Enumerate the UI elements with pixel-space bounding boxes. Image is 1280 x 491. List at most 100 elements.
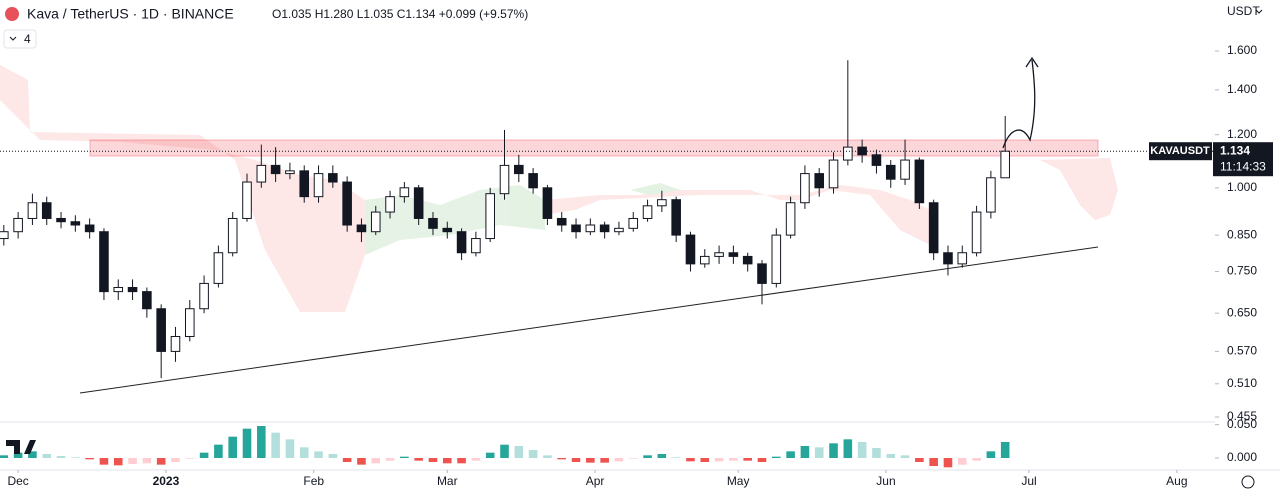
candle-body [628, 217, 639, 229]
x-tick-label: Mar [437, 474, 458, 488]
candle-body [156, 308, 166, 352]
candle-body [428, 217, 438, 229]
trend-line [79, 246, 1099, 394]
candle-body [471, 238, 481, 254]
candle-body [199, 282, 209, 310]
candle-body [828, 159, 839, 189]
candle-body [184, 308, 195, 337]
axes: 0.455 0.510 0.570 0.650 0.750 0.850 1.000 1.200… [0, 43, 1273, 488]
histogram-bar [528, 450, 538, 458]
candle-body [356, 224, 367, 233]
candle-body [771, 234, 782, 284]
x-tick-label: Jul [1021, 474, 1036, 488]
candle-body [270, 164, 281, 175]
histogram-bar [614, 458, 624, 462]
candle-body [857, 146, 867, 156]
candle-body [99, 231, 109, 293]
histogram-bar [700, 458, 710, 462]
histogram-bar [299, 447, 309, 458]
x-tick-label: 2023 [153, 474, 180, 488]
histogram-bar [199, 452, 209, 458]
candle-body [556, 217, 567, 226]
candle-body [757, 263, 767, 284]
y-tick-label: 1.400 [1227, 82, 1257, 96]
candle-body [585, 224, 596, 233]
candle-body [413, 187, 424, 219]
histogram-bar [514, 446, 524, 458]
price-pane [0, 60, 1010, 379]
candle-body [671, 199, 681, 236]
y-tick-label: 1.000 [1227, 180, 1257, 194]
candle-body [170, 335, 181, 352]
histogram-bar [543, 455, 552, 458]
histogram-bar [42, 454, 52, 458]
histogram-bar [328, 454, 338, 458]
histogram-bar [814, 447, 824, 458]
countdown: 11:14:33 [1220, 159, 1266, 173]
candle-body [914, 159, 925, 204]
symbol-logo [5, 7, 19, 21]
histogram-bar [900, 455, 910, 458]
y-tick-label: 0.455 [1227, 409, 1257, 423]
ohlc-readout: O1.035 H1.280 L1.035 C1.134 +0.099 (+9.5… [272, 7, 528, 21]
histogram-bar [99, 458, 109, 465]
candle-body [142, 291, 152, 310]
histogram-bar [113, 458, 123, 466]
x-tick-label: Feb [303, 474, 324, 488]
histogram-bar [1000, 442, 1010, 458]
candle-body [871, 154, 882, 166]
candle-body [528, 173, 538, 189]
histogram-bar [0, 455, 9, 458]
x-tick-label: May [727, 474, 750, 488]
resistance-zone [89, 139, 1099, 157]
candle-body [370, 211, 381, 233]
histogram-bar [485, 452, 495, 458]
candle-body [56, 217, 66, 223]
candle-body [714, 252, 724, 257]
candle-body [657, 199, 667, 207]
candle-body [227, 217, 238, 254]
candle-body [399, 187, 410, 198]
histogram-bar [843, 439, 853, 458]
x-tick-label: Dec [7, 474, 28, 488]
histogram-bar [400, 456, 409, 458]
candle-body [328, 173, 338, 183]
candle-body [342, 181, 352, 226]
settings-button[interactable] [1241, 475, 1255, 489]
histogram-bar [471, 458, 481, 461]
candle-body [514, 164, 524, 175]
histogram-bar [829, 443, 838, 458]
candle-body [256, 164, 267, 183]
candle-body [84, 224, 95, 233]
last-price-label: 1.134 [1220, 143, 1250, 157]
indicator-tick-label: 0.050 [1227, 417, 1257, 431]
symbol-label: KAVAUSDT [1150, 145, 1210, 157]
candle-body [127, 286, 138, 293]
currency[interactable]: USDT [1227, 4, 1260, 18]
candle-body [242, 181, 252, 219]
y-tick-label: 1.600 [1227, 43, 1257, 57]
candle-body [685, 234, 696, 265]
candle-body [27, 202, 38, 219]
indicator-tick-label: 0.000 [1227, 450, 1257, 464]
histogram-bar [342, 458, 352, 462]
candle-body [728, 252, 739, 257]
y-tick-label: 0.570 [1227, 344, 1257, 358]
y-tick-label: 0.750 [1227, 264, 1257, 278]
histogram-bar [185, 458, 195, 459]
tradingview-logo [6, 440, 36, 454]
histogram-bar [85, 458, 94, 460]
candle-body [456, 231, 467, 254]
candle-body [900, 159, 910, 180]
histogram-bar [686, 458, 695, 462]
indicator-toggle[interactable] [3, 29, 37, 49]
indicator-pane [0, 426, 1010, 468]
x-tick-label: Apr [586, 474, 605, 488]
histogram-bar [257, 426, 266, 458]
histogram-bar [600, 458, 609, 463]
candle-body [485, 193, 495, 240]
histogram-bar [729, 458, 738, 461]
histogram-bar [943, 458, 953, 468]
candle-body [785, 202, 796, 236]
candle-body [0, 231, 9, 240]
